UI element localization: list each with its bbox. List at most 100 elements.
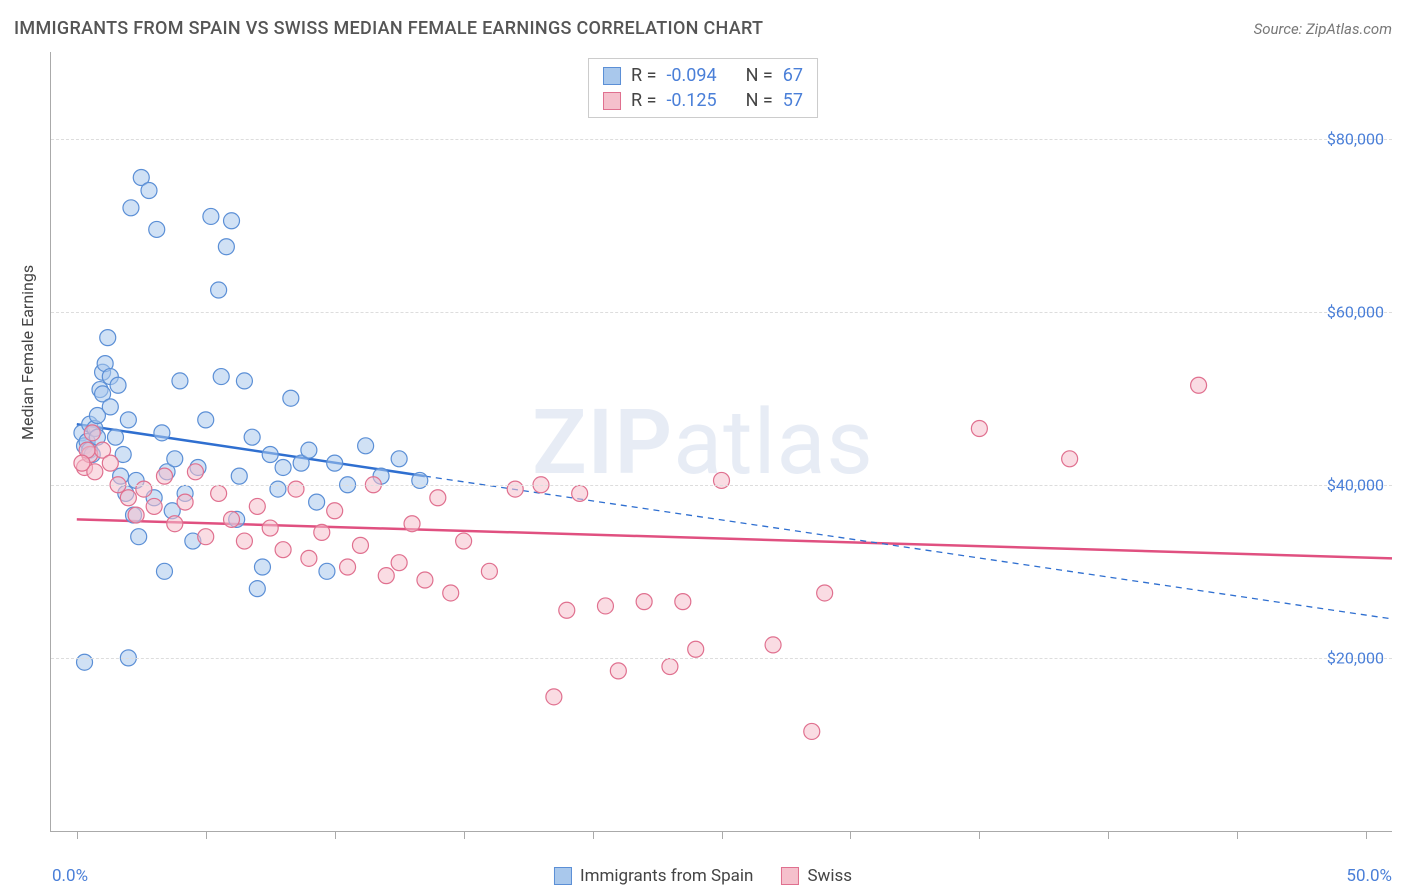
data-point	[128, 507, 144, 523]
data-point	[141, 182, 157, 198]
data-point	[765, 637, 781, 653]
data-point	[211, 485, 227, 501]
x-tick	[1108, 831, 1109, 839]
data-point	[391, 555, 407, 571]
data-point	[123, 200, 139, 216]
data-point	[187, 464, 203, 480]
data-point	[327, 503, 343, 519]
data-point	[714, 472, 730, 488]
data-point	[481, 563, 497, 579]
data-point	[156, 468, 172, 484]
x-tick	[593, 831, 594, 839]
data-point	[270, 481, 286, 497]
data-point	[100, 330, 116, 346]
data-point	[244, 429, 260, 445]
data-point	[172, 373, 188, 389]
data-point	[572, 485, 588, 501]
data-point	[804, 723, 820, 739]
data-point	[327, 455, 343, 471]
data-point	[319, 563, 335, 579]
x-min-label: 0.0%	[52, 866, 88, 886]
data-point	[404, 516, 420, 532]
data-point	[262, 446, 278, 462]
data-point	[120, 412, 136, 428]
y-tick-label: $60,000	[1327, 302, 1384, 321]
chart-title: IMMIGRANTS FROM SPAIN VS SWISS MEDIAN FE…	[14, 18, 763, 39]
data-point	[249, 498, 265, 514]
data-point	[102, 455, 118, 471]
data-point	[275, 459, 291, 475]
r-value-swiss: -0.125	[666, 90, 716, 111]
series-legend: Immigrants from Spain Swiss	[554, 866, 852, 886]
x-tick	[77, 831, 78, 839]
data-point	[301, 550, 317, 566]
data-point	[283, 390, 299, 406]
y-tick-label: $80,000	[1327, 129, 1384, 148]
x-tick	[850, 831, 851, 839]
trend-dash	[425, 476, 1392, 619]
data-point	[417, 572, 433, 588]
data-point	[610, 663, 626, 679]
gridline	[51, 312, 1392, 313]
data-point	[167, 451, 183, 467]
x-tick	[206, 831, 207, 839]
gridline	[51, 485, 1392, 486]
data-point	[203, 208, 219, 224]
data-point	[546, 689, 562, 705]
data-point	[358, 438, 374, 454]
data-point	[231, 468, 247, 484]
x-max-label: 50.0%	[1346, 866, 1392, 886]
data-point	[288, 481, 304, 497]
x-tick	[1237, 831, 1238, 839]
data-point	[507, 481, 523, 497]
data-point	[688, 641, 704, 657]
r-label: R =	[631, 65, 656, 86]
swatch-swiss-bottom	[781, 867, 799, 885]
data-point	[971, 421, 987, 437]
swatch-spain	[603, 67, 621, 85]
scatter-plot-svg	[51, 52, 1392, 831]
data-point	[1062, 451, 1078, 467]
legend-item-swiss: Swiss	[781, 866, 852, 886]
data-point	[224, 511, 240, 527]
data-point	[262, 520, 278, 536]
data-point	[249, 581, 265, 597]
plot-area: $20,000 $40,000 $60,000 $80,000	[50, 52, 1392, 832]
data-point	[301, 442, 317, 458]
gridline	[51, 658, 1392, 659]
data-point	[102, 399, 118, 415]
data-point	[254, 559, 270, 575]
data-point	[412, 472, 428, 488]
source-label: Source: ZipAtlas.com	[1254, 20, 1392, 38]
data-point	[597, 598, 613, 614]
x-tick	[335, 831, 336, 839]
data-point	[1191, 377, 1207, 393]
data-point	[352, 537, 368, 553]
swatch-spain-bottom	[554, 867, 572, 885]
n-value-swiss: 57	[783, 90, 803, 111]
data-point	[198, 529, 214, 545]
legend-item-spain: Immigrants from Spain	[554, 866, 753, 886]
data-point	[378, 568, 394, 584]
legend-label-spain: Immigrants from Spain	[580, 866, 753, 886]
legend-row-swiss: R = -0.125 N = 57	[603, 88, 803, 113]
data-point	[149, 221, 165, 237]
y-tick-label: $40,000	[1327, 475, 1384, 494]
n-label: N =	[746, 90, 773, 111]
y-axis-title: Median Female Earnings	[18, 265, 37, 440]
data-point	[675, 594, 691, 610]
legend-label-swiss: Swiss	[807, 866, 852, 886]
data-point	[275, 542, 291, 558]
title-bar: IMMIGRANTS FROM SPAIN VS SWISS MEDIAN FE…	[14, 18, 1392, 39]
data-point	[213, 369, 229, 385]
gridline	[51, 139, 1392, 140]
data-point	[136, 481, 152, 497]
data-point	[224, 213, 240, 229]
n-label: N =	[746, 65, 773, 86]
x-tick	[979, 831, 980, 839]
y-tick-label: $20,000	[1327, 648, 1384, 667]
data-point	[107, 429, 123, 445]
swatch-swiss	[603, 92, 621, 110]
data-point	[167, 516, 183, 532]
data-point	[662, 659, 678, 675]
